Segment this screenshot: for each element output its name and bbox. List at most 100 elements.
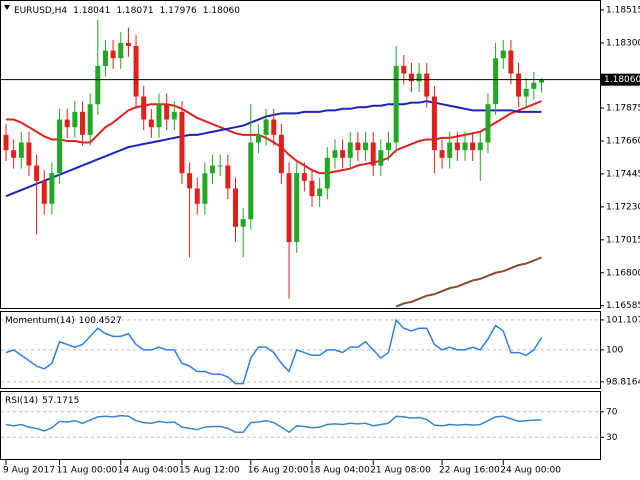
- candle-body: [171, 111, 177, 120]
- indicator-title: Momentum(14) 100.4527: [5, 316, 122, 326]
- ohlc-value: 1.17976: [160, 6, 197, 16]
- y-tick-label: 1.18515: [606, 5, 640, 15]
- candle-body: [210, 165, 216, 174]
- symbol-header: EURUSD,H4 1.18041 1.18071 1.17976 1.18060: [14, 6, 240, 16]
- candle-body: [454, 142, 460, 151]
- indicator-name: RSI(14): [5, 396, 38, 406]
- candle-body: [87, 104, 93, 135]
- candle-body: [225, 165, 231, 189]
- candle-body: [271, 119, 277, 135]
- y-tick-label: 1.17445: [606, 169, 640, 179]
- y-tick-label: 1.17230: [606, 202, 640, 212]
- candle-body: [26, 142, 32, 166]
- indicator-name: Momentum(14): [5, 316, 75, 326]
- x-tick-label: 22 Aug 16:00: [439, 466, 500, 476]
- x-tick-label: 18 Aug 04:00: [309, 466, 370, 476]
- candle-body: [332, 150, 338, 158]
- y-tick-label: 1.16800: [606, 268, 640, 278]
- candle-body: [72, 111, 78, 128]
- y-tick-label: 70: [606, 407, 618, 417]
- candle-body: [286, 173, 292, 243]
- ohlc-value: 1.18060: [203, 6, 240, 16]
- x-tick-label: 24 Aug 00:00: [500, 466, 561, 476]
- y-tick-label: 1.17015: [606, 235, 640, 245]
- y-tick-label: 30: [606, 433, 618, 443]
- symbol: EURUSD,H4: [14, 6, 67, 16]
- y-tick-label: 100: [606, 345, 623, 355]
- candle-body: [34, 165, 40, 181]
- candle-body: [508, 50, 514, 74]
- candle-body: [401, 65, 407, 74]
- menu-icon: [4, 5, 10, 10]
- candle-body: [386, 142, 391, 151]
- x-tick-label: 15 Aug 12:00: [179, 466, 240, 476]
- indicator-line: [5, 318, 543, 385]
- candle-body: [255, 134, 261, 143]
- candle-body: [393, 65, 399, 143]
- candle-body: [470, 142, 476, 151]
- candle-body: [294, 173, 300, 243]
- indicator-value: 57.1715: [42, 396, 79, 406]
- indicator-value: 100.4527: [79, 316, 122, 326]
- candle-body: [11, 150, 17, 158]
- candle-body: [202, 173, 208, 204]
- candle-body: [485, 104, 491, 143]
- candle-body: [408, 73, 414, 82]
- x-tick-label: 21 Aug 08:00: [370, 466, 431, 476]
- main-frame: [0, 0, 601, 309]
- candle-body: [263, 119, 269, 135]
- y-tick-label: 1.16585: [606, 301, 640, 311]
- candle-body: [309, 180, 315, 197]
- candle-body: [531, 82, 537, 89]
- x-tick-label: 9 Aug 2017: [3, 466, 55, 476]
- indicator-line: [5, 414, 542, 434]
- candle-body: [248, 142, 254, 220]
- candle-body: [148, 119, 154, 128]
- candle-body: [233, 188, 238, 227]
- y-tick-label: 1.17660: [606, 136, 640, 146]
- y-tick-label: 1.17875: [606, 104, 640, 114]
- candle-body: [539, 79, 544, 83]
- candle-body: [462, 142, 468, 151]
- indicator-title: RSI(14) 57.1715: [5, 396, 79, 406]
- frames: [0, 0, 601, 460]
- candle-body: [217, 165, 223, 167]
- candle-body: [324, 157, 330, 189]
- candle-body: [133, 45, 139, 97]
- y-tick-label: 1.18300: [606, 38, 640, 48]
- candle-body: [41, 180, 47, 204]
- last-price-label: 1.18060: [604, 75, 640, 85]
- candle-body: [439, 150, 445, 158]
- candle-body: [477, 142, 483, 151]
- candle-body: [49, 173, 55, 204]
- candle-body: [355, 142, 361, 151]
- candle-body: [187, 173, 193, 189]
- candle-body: [500, 50, 506, 59]
- candle-body: [363, 142, 369, 151]
- y-tick-label: 98.8164: [606, 377, 640, 387]
- candle-body: [18, 142, 24, 158]
- candle-body: [118, 42, 124, 59]
- candle-body: [95, 65, 101, 105]
- candle-body: [141, 96, 147, 120]
- candle-body: [523, 88, 529, 97]
- candle-body: [378, 150, 384, 166]
- candle-body: [164, 104, 170, 120]
- candle-body: [194, 188, 200, 204]
- ohlc-value: 1.18041: [73, 6, 110, 16]
- rsi-frame: [0, 391, 601, 460]
- candle-body: [125, 42, 131, 46]
- candle-body: [416, 73, 422, 82]
- candle-body: [102, 50, 108, 66]
- candle-body: [317, 188, 323, 197]
- candle-body: [301, 173, 307, 181]
- moving-average: [395, 256, 542, 308]
- candle-body: [370, 142, 376, 166]
- x-tick-label: 16 Aug 20:00: [248, 466, 309, 476]
- candle-body: [240, 219, 246, 227]
- candle-body: [447, 142, 453, 158]
- x-tick-label: 11 Aug 00:00: [57, 466, 118, 476]
- candle-body: [516, 73, 522, 97]
- x-tick-label: 14 Aug 04:00: [118, 466, 179, 476]
